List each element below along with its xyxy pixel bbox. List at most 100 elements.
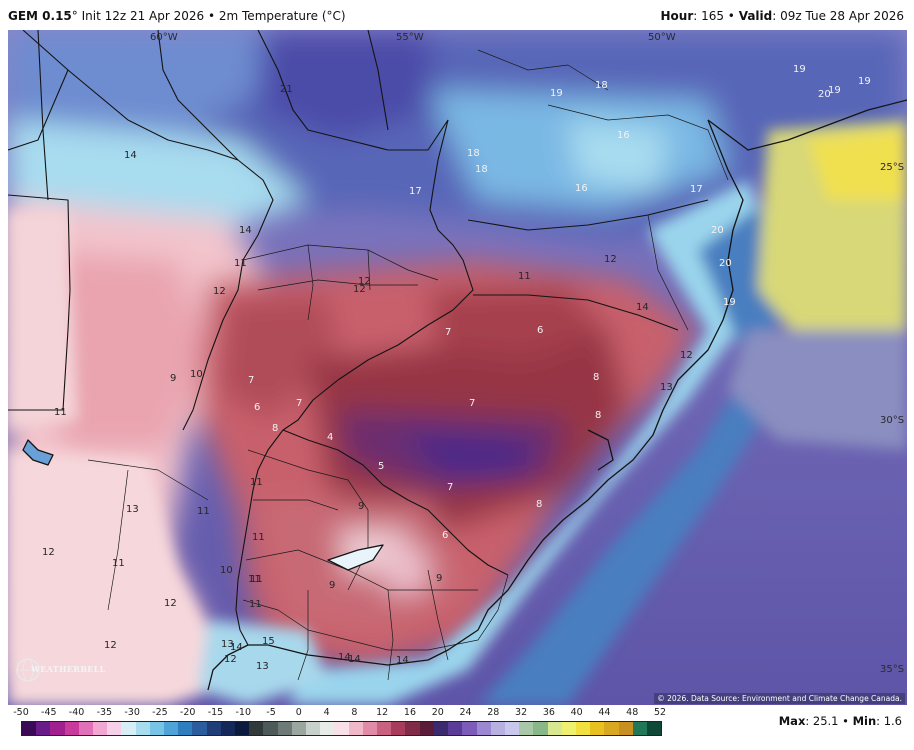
station-value: 13 xyxy=(221,639,234,650)
station-value: 11 xyxy=(249,599,262,610)
colorbar-segment xyxy=(405,722,420,735)
colorbar-segment xyxy=(547,722,562,735)
lon-label-60w: 60°W xyxy=(150,32,178,43)
station-value: 12 xyxy=(224,654,237,665)
station-value: 7 xyxy=(445,327,451,338)
state-borders xyxy=(87,49,729,681)
colorbar-segment xyxy=(22,722,37,735)
logo-text: WEATHERBELL xyxy=(31,664,106,674)
lat-label-30s: 30°S xyxy=(880,415,904,426)
station-value: 14 xyxy=(338,652,351,663)
station-value: 5 xyxy=(378,461,384,472)
station-value: 11 xyxy=(197,506,210,517)
colorbar-segment xyxy=(377,722,392,735)
colorbar-segment xyxy=(263,722,278,735)
logo-globe-icon xyxy=(16,658,40,682)
station-value: 7 xyxy=(469,398,475,409)
colorbar-tick-label: -10 xyxy=(235,707,252,718)
station-value: 12 xyxy=(213,286,226,297)
colorbar-segment xyxy=(235,722,250,735)
station-value: 14 xyxy=(230,642,243,653)
station-value: 7 xyxy=(248,375,254,386)
station-value: 12 xyxy=(104,640,117,651)
station-value: 7 xyxy=(296,398,302,409)
colorbar-segment xyxy=(490,722,505,735)
max-label: Max xyxy=(778,714,806,728)
station-value: 21 xyxy=(280,84,293,95)
colorbar-tick-label: -5 xyxy=(266,707,276,718)
colorbar-tick-label: -45 xyxy=(41,707,57,718)
colorbar-tick-label: 0 xyxy=(295,707,302,718)
colorbar-segment xyxy=(249,722,264,735)
colorbar-segment xyxy=(575,722,591,735)
station-value: 19 xyxy=(858,76,871,87)
model-name: GEM 0.15 xyxy=(8,9,72,23)
station-value: 6 xyxy=(254,402,260,413)
country-borders xyxy=(8,30,709,646)
colorbar-segment xyxy=(36,722,51,735)
station-value: 15 xyxy=(262,636,275,647)
station-value: 17 xyxy=(409,186,422,197)
lat-label-35s: 35°S xyxy=(880,664,904,675)
station-value: 19 xyxy=(828,85,841,96)
colorbar-segment xyxy=(64,722,79,735)
station-value: 8 xyxy=(593,372,599,383)
station-value: 13 xyxy=(256,661,269,672)
colorbar-tick-label: 40 xyxy=(570,707,583,718)
station-value: 11 xyxy=(234,258,247,269)
station-value: 19 xyxy=(793,64,806,75)
colorbar-segment xyxy=(93,722,108,735)
station-value: 12 xyxy=(358,276,371,287)
copyright-notice: © 2026. Data Source: Environment and Cli… xyxy=(654,693,905,704)
station-value: 11 xyxy=(250,574,263,585)
colorbar-segment xyxy=(306,722,321,735)
station-value: 8 xyxy=(272,423,278,434)
colorbar-tick-label: 32 xyxy=(515,707,528,718)
colorbar-segment xyxy=(50,722,65,735)
colorbar-segment xyxy=(348,722,363,735)
colorbar-tick-label: 48 xyxy=(626,707,639,718)
coastline xyxy=(22,99,907,691)
colorbar-tick-label: 16 xyxy=(403,707,416,718)
colorbar-segment xyxy=(462,722,477,735)
station-value: 12 xyxy=(164,598,177,609)
colorbar-segment xyxy=(149,722,165,735)
colorbar-segment xyxy=(561,722,576,735)
colorbar-segment xyxy=(78,722,94,735)
colorbar-tick-label: 28 xyxy=(487,707,500,718)
colorbar-segment xyxy=(391,722,406,735)
colorbar-tick-label: -35 xyxy=(96,707,113,718)
station-value: 11 xyxy=(518,271,531,282)
colorbar-segment xyxy=(107,722,122,735)
temperature-map[interactable]: 60°W 55°W 50°W 25°S 30°S 35°S 21 14 19 1… xyxy=(8,30,907,705)
colorbar-segment xyxy=(277,722,292,735)
station-value: 12 xyxy=(604,254,617,265)
station-value: 6 xyxy=(442,530,448,541)
colorbar-tick-label: 12 xyxy=(376,707,389,718)
station-value: 14 xyxy=(124,150,137,161)
lon-label-55w: 55°W xyxy=(396,32,424,43)
hour-value: : 165 • xyxy=(693,9,739,23)
colorbar-tick-label: 44 xyxy=(598,707,611,718)
max-value: : 25.1 • xyxy=(805,714,853,728)
station-value: 9 xyxy=(329,580,335,591)
colorbar-segment xyxy=(646,722,662,735)
station-value: 11 xyxy=(112,558,125,569)
colorbar-segment xyxy=(504,722,520,735)
station-value: 7 xyxy=(447,482,453,493)
map-title: GEM 0.15° Init 12z 21 Apr 2026 • 2m Temp… xyxy=(8,9,346,23)
station-value: 19 xyxy=(550,88,563,99)
station-value: 14 xyxy=(396,655,409,666)
colorbar-tick-label: 52 xyxy=(653,707,667,718)
colorbar-segment xyxy=(590,722,605,735)
station-value: 10 xyxy=(190,369,203,380)
colorbar-tick-label: -30 xyxy=(124,707,140,718)
colorbar-segment xyxy=(533,722,548,735)
colorbar-segment xyxy=(334,722,349,735)
station-value: 11 xyxy=(54,407,67,418)
station-value: 13 xyxy=(126,504,139,515)
colorbar-tick-label: 20 xyxy=(431,707,444,718)
colorbar-segment xyxy=(433,722,449,735)
coastal-field xyxy=(8,120,907,705)
station-values: 21 14 19 18 18 18 16 16 17 17 19 20 19 1… xyxy=(42,64,871,672)
